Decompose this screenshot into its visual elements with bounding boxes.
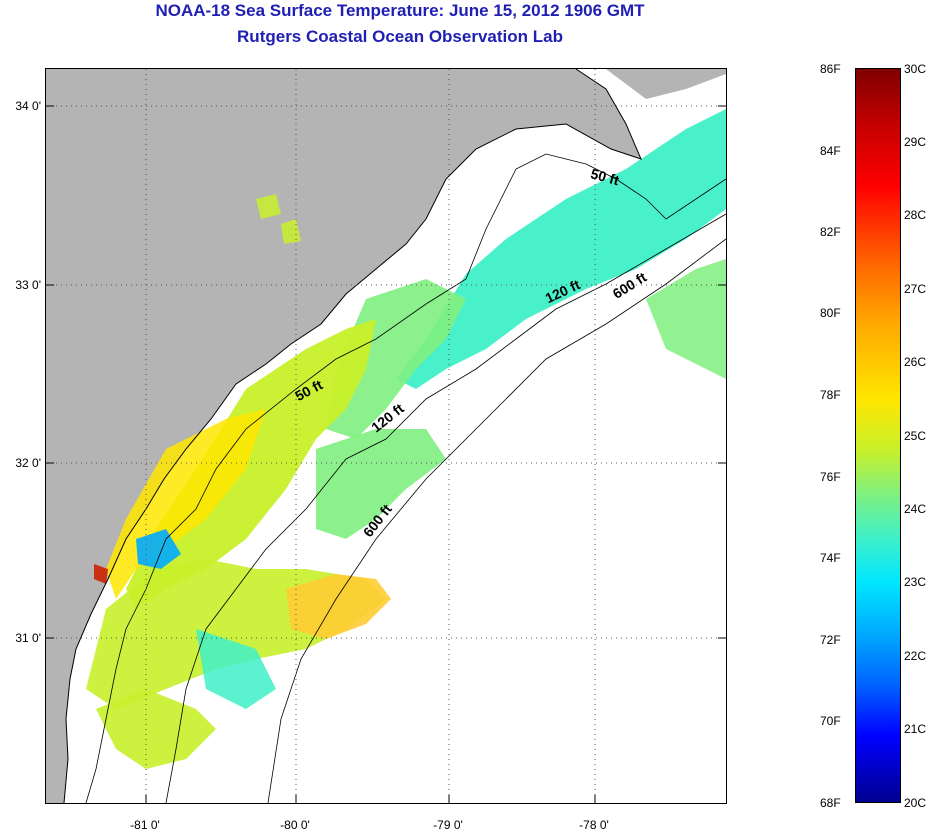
- colorbar-label-f: 82F: [820, 225, 841, 239]
- sst-patch: [316, 429, 446, 539]
- colorbar-label-c: 23C: [904, 575, 927, 589]
- contour-600ft: [267, 238, 726, 803]
- colorbar-label-c: 25C: [904, 429, 927, 443]
- contour-50ft: [85, 278, 467, 803]
- colorbar-label-c: 30C: [904, 62, 927, 76]
- map-subtitle: Rutgers Coastal Ocean Observation Lab: [237, 27, 563, 46]
- colorbar-label-c: 27C: [904, 282, 927, 296]
- sst-patch: [396, 109, 726, 389]
- sst-patch: [646, 259, 726, 379]
- colorbar-label-c: 26C: [904, 355, 927, 369]
- sst-patch: [281, 219, 301, 244]
- land-area: [606, 69, 726, 99]
- lon-label: -78 0': [579, 818, 609, 832]
- colorbar-label-f: 86F: [820, 62, 841, 76]
- tick-marks: [46, 105, 726, 803]
- sst-patch: [326, 279, 466, 439]
- lat-label: 34 0': [15, 99, 41, 113]
- colorbar-label-f: 74F: [820, 551, 841, 565]
- coastline: [63, 69, 642, 803]
- colorbar-label-c: 20C: [904, 796, 927, 810]
- sst-patch: [126, 319, 376, 609]
- colorbar-label-f: 68F: [820, 796, 841, 810]
- colorbar-label-f: 78F: [820, 388, 841, 402]
- colorbar-label-f: 84F: [820, 144, 841, 158]
- colorbar-label-f: 70F: [820, 714, 841, 728]
- colorbar-label-f: 72F: [820, 633, 841, 647]
- sst-patch: [256, 194, 281, 219]
- sst-map[interactable]: 50 ft 120 ft 600 ft 50 ft 120 ft 600 ft: [45, 68, 727, 804]
- contour-50ft: [465, 153, 726, 280]
- colorbar-label-c: 21C: [904, 722, 927, 736]
- lat-label: 33 0': [15, 278, 41, 292]
- latitude-axis: 34 0' 33 0' 32 0' 31 0': [0, 68, 41, 802]
- map-canvas: [46, 69, 726, 803]
- sst-patch: [286, 574, 391, 639]
- contour-120ft: [165, 213, 726, 803]
- lon-label: -81 0': [130, 818, 160, 832]
- colorbar-label-f: 76F: [820, 470, 841, 484]
- gridlines: [46, 69, 726, 803]
- colorbar-label-c: 29C: [904, 135, 927, 149]
- colorbar-label-c: 22C: [904, 649, 927, 663]
- longitude-axis: -81 0' -80 0' -79 0' -78 0': [45, 812, 725, 832]
- lat-label: 32 0': [15, 456, 41, 470]
- map-title: NOAA-18 Sea Surface Temperature: June 15…: [155, 1, 645, 20]
- sst-patch: [96, 689, 216, 769]
- colorbar-label-c: 24C: [904, 502, 927, 516]
- sst-patch: [94, 564, 108, 584]
- lon-label: -79 0': [433, 818, 463, 832]
- land-area: [46, 69, 641, 803]
- lat-label: 31 0': [15, 631, 41, 645]
- temperature-colorbar: [855, 68, 901, 803]
- lon-label: -80 0': [280, 818, 310, 832]
- sst-patch: [136, 529, 181, 569]
- sst-patch: [196, 629, 276, 709]
- colorbar-label-f: 80F: [820, 306, 841, 320]
- colorbar-label-c: 28C: [904, 208, 927, 222]
